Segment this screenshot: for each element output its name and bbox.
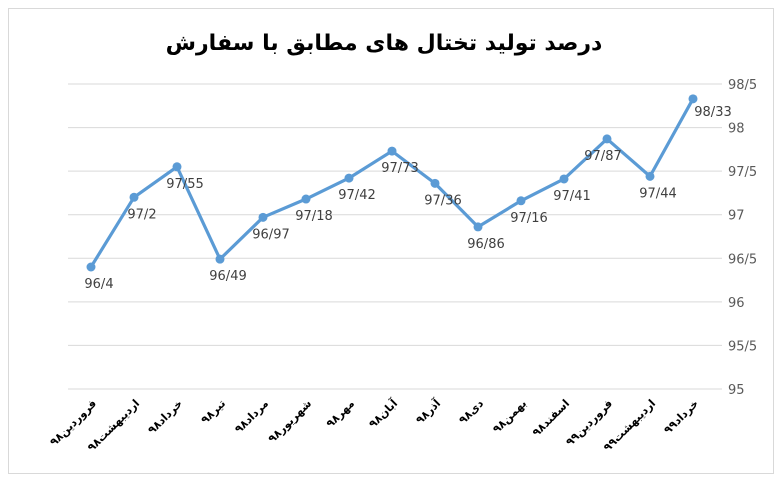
data-label: 98/33: [694, 105, 731, 120]
y-tick-label: 95: [728, 383, 745, 398]
data-point: [559, 174, 569, 184]
x-tick-label: شهریور۹۸: [266, 397, 315, 446]
y-tick-label: 98/5: [728, 78, 757, 93]
y-tick-label: 97: [728, 209, 745, 224]
x-tick-label: آذر۹۸: [413, 396, 444, 427]
x-tick-label: مرداد۹۸: [232, 397, 271, 436]
y-tick-label: 96/5: [728, 252, 757, 267]
x-tick-label: خرداد۹۹: [661, 397, 701, 437]
data-label: 97/16: [510, 211, 547, 226]
data-label: 97/73: [381, 161, 418, 176]
x-tick-label: بهمن۹۸: [490, 397, 529, 436]
data-label: 97/41: [553, 189, 590, 204]
data-label: 97/18: [295, 209, 332, 224]
data-point: [516, 196, 526, 206]
data-label: 97/87: [584, 149, 621, 164]
y-tick-label: 96: [728, 296, 745, 311]
y-tick-label: 97/5: [728, 165, 757, 180]
data-point: [172, 162, 182, 172]
data-point: [645, 171, 655, 181]
data-label: 96/49: [209, 269, 246, 284]
data-point: [688, 94, 698, 104]
data-label: 97/55: [166, 177, 203, 192]
data-label: 96/4: [84, 277, 113, 292]
data-label: 96/97: [252, 227, 289, 242]
data-label: 97/36: [424, 193, 461, 208]
x-tick-label: دی۹۸: [456, 397, 486, 427]
data-point: [215, 254, 225, 264]
x-tick-label: تیر۹۸: [198, 397, 228, 427]
data-label: 96/86: [467, 237, 504, 252]
chart-frame: [8, 8, 774, 474]
data-point: [387, 146, 397, 156]
data-label: 97/2: [127, 207, 156, 222]
data-label: 97/44: [639, 186, 676, 201]
x-tick-label: اسفند۹۸: [530, 397, 572, 439]
data-point: [301, 194, 311, 204]
data-point: [344, 173, 354, 183]
data-point: [258, 212, 268, 222]
data-label: 97/42: [338, 188, 375, 203]
chart-title: درصد تولید تختال های مطابق با سفارش: [166, 31, 603, 56]
x-tick-label: آبان۹۸: [366, 396, 401, 431]
data-point: [86, 262, 96, 272]
x-tick-label: خرداد۹۸: [145, 397, 185, 437]
y-tick-label: 95/5: [728, 339, 757, 354]
data-point: [473, 222, 483, 232]
y-tick-label: 98: [728, 122, 745, 137]
x-tick-label: مهر۹۸: [324, 397, 357, 430]
data-point: [430, 178, 440, 188]
data-point: [602, 134, 612, 144]
data-point: [129, 192, 139, 202]
